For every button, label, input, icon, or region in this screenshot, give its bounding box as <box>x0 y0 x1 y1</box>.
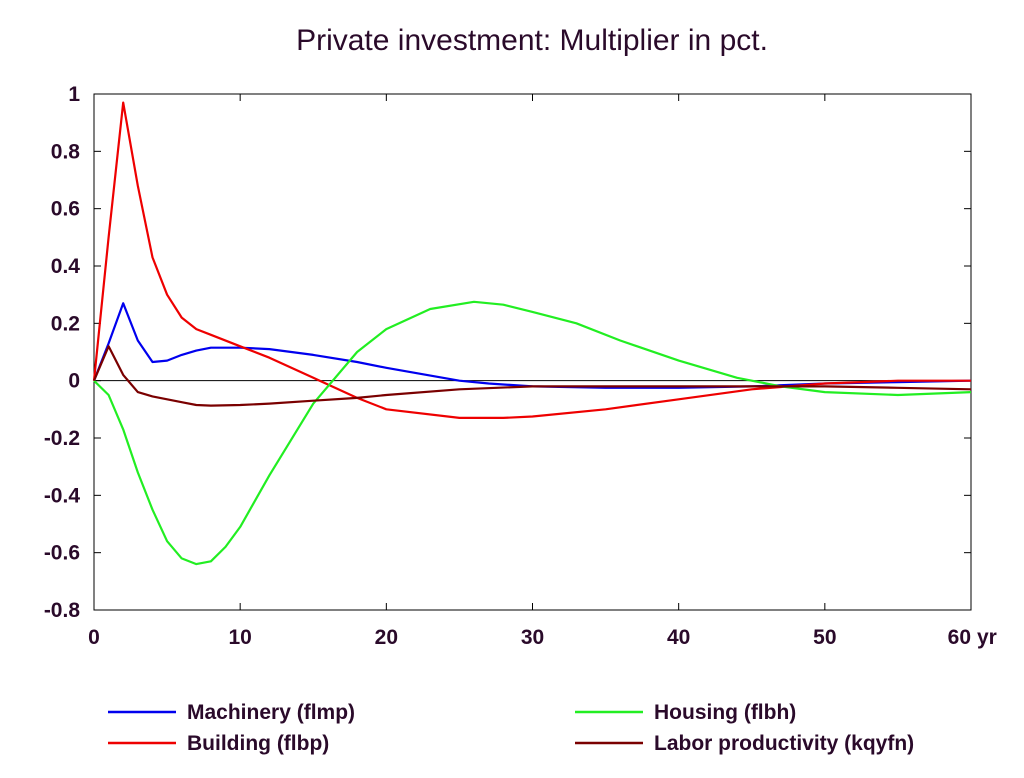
y-tick-label: 0.2 <box>51 312 80 335</box>
series-line-3 <box>93 300 972 566</box>
y-tick-label: -0.4 <box>44 484 81 507</box>
axis-ticks: 1 0.8 0.6 0.4 0.2 0 -0.2 -0.4 -0.6 -0.8 0 10 20 30 40 5… <box>44 83 997 649</box>
x-tick-label: 20 <box>375 626 398 649</box>
x-axis-unit: yr <box>977 626 997 649</box>
y-tick-label: -0.6 <box>44 542 80 565</box>
series-line-2 <box>92 101 971 419</box>
x-tick-label: 0 <box>88 626 100 649</box>
series-group <box>92 101 972 566</box>
legend-label: Building (flbp) <box>187 732 329 755</box>
series-line-4 <box>92 345 972 407</box>
x-tick-label: 50 <box>813 626 836 649</box>
y-tick-label: -0.8 <box>44 599 81 622</box>
legend: Machinery (flmp) Building (flbp) Housing (… <box>108 701 914 755</box>
x-tick-label: 60 <box>948 626 971 649</box>
legend-label: Machinery (flmp) <box>187 701 355 724</box>
y-tick-label: 1 <box>68 83 80 106</box>
y-tick-label: 0.6 <box>51 198 80 221</box>
x-tick-label: 30 <box>521 626 544 649</box>
y-tick-label: 0.8 <box>51 140 81 163</box>
x-tick-label: 40 <box>667 626 690 649</box>
y-tick-label: 0.4 <box>51 255 81 278</box>
legend-label: Housing (flbh) <box>654 701 796 724</box>
legend-label: Labor productivity (kqyfn) <box>654 732 914 755</box>
x-tick-label: 10 <box>228 626 251 649</box>
chart-title: Private investment: Multiplier in pct. <box>296 24 768 57</box>
y-tick-label: 0 <box>68 370 80 393</box>
plot-area <box>93 93 972 611</box>
series-line-1 <box>92 302 972 389</box>
y-tick-label: -0.2 <box>44 427 80 450</box>
